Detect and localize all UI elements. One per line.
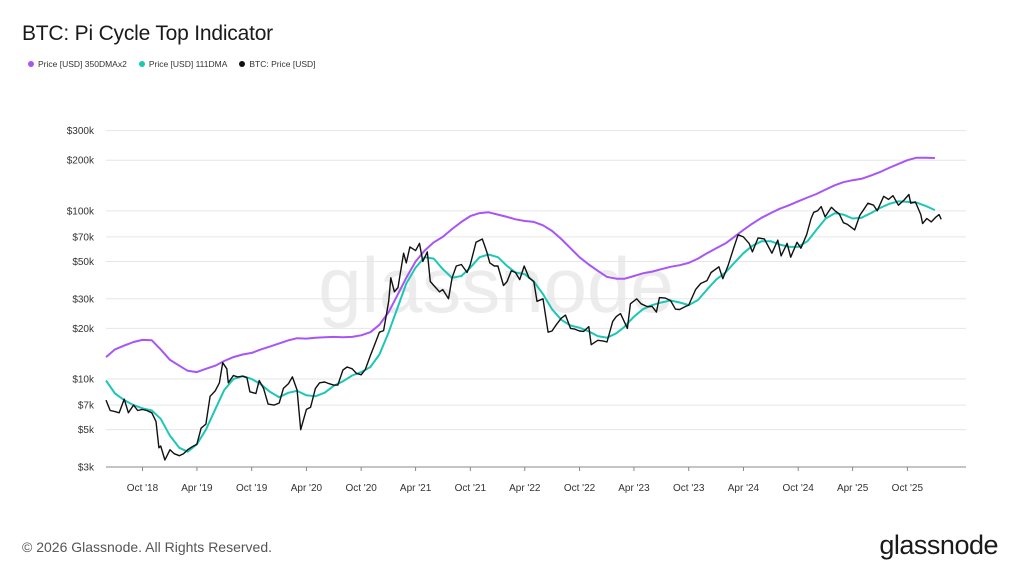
y-tick-label: $300k [67, 126, 95, 137]
y-tick-label: $30k [72, 294, 95, 305]
x-tick-label: Oct '18 [127, 483, 159, 494]
legend-dot-price [239, 61, 246, 67]
legend-dot-350dma [28, 61, 34, 67]
watermark-text: glassnode [318, 241, 674, 329]
legend-item-111dma[interactable]: Price [USD] 111DMA [138, 59, 228, 69]
x-tick-label: Oct '19 [236, 483, 268, 494]
x-tick-label: Apr '23 [618, 483, 650, 494]
y-tick-label: $5k [78, 425, 95, 436]
x-tick-label: Apr '25 [837, 483, 869, 494]
y-tick-label: $10k [72, 375, 95, 386]
x-tick-label: Oct '23 [673, 483, 705, 494]
legend-label-350dma: Price [USD] 350DMAx2 [38, 59, 127, 69]
x-tick-label: Oct '20 [345, 483, 377, 494]
y-tick-label: $20k [72, 324, 95, 335]
y-tick-label: $200k [67, 156, 95, 167]
x-tick-label: Oct '25 [892, 483, 924, 494]
legend-label-price: BTC: Price [USD] [249, 59, 316, 69]
x-tick-label: Oct '24 [783, 483, 815, 494]
glassnode-logo: glassnode [879, 530, 998, 560]
chart-title: BTC: Pi Cycle Top Indicator [22, 22, 273, 45]
x-tick-label: Apr '22 [509, 483, 541, 494]
legend-dot-111dma [138, 61, 145, 67]
y-tick-label: $70k [72, 232, 95, 243]
y-tick-label: $100k [67, 206, 95, 217]
x-tick-label: Apr '20 [291, 483, 323, 494]
x-tick-label: Oct '22 [564, 483, 596, 494]
legend-label-111dma: Price [USD] 111DMA [148, 59, 228, 69]
y-tick-label: $3k [78, 463, 95, 474]
x-tick-label: Apr '24 [728, 483, 760, 494]
y-tick-label: $50k [72, 257, 95, 268]
x-tick-label: Apr '19 [181, 483, 213, 494]
copyright-text: © 2026 Glassnode. All Rights Reserved. [22, 539, 273, 555]
y-tick-label: $7k [78, 401, 95, 412]
x-tick-label: Apr '21 [400, 483, 432, 494]
legend-item-price[interactable]: BTC: Price [USD] [239, 59, 316, 69]
x-tick-label: Oct '21 [455, 483, 487, 494]
series-price-line [105, 193, 942, 461]
series-350dma-line [105, 156, 935, 374]
legend-item-350dma[interactable]: Price [USD] 350DMAx2 [28, 59, 127, 69]
legend: Price [USD] 350DMAx2 Price [USD] 111DMA … [28, 59, 316, 69]
